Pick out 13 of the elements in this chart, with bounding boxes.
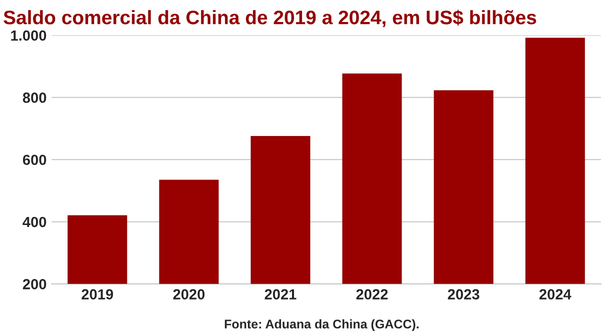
y-tick-label: 400 [22,216,46,228]
x-tick-label: 2020 [173,289,205,300]
y-tick-label: 1.000 [11,30,46,41]
y-tick-label: 200 [22,279,46,290]
y-tick-label: 800 [22,92,46,103]
x-tick-label: 2019 [82,289,114,300]
x-tick-label: 2023 [448,289,480,300]
chart-title: Saldo comercial da China de 2019 a 2024, em US$ bilhões [4,10,536,28]
y-tick-label: 600 [22,154,46,166]
x-tick-label: 2024 [539,289,572,300]
x-tick-label: 2022 [356,289,388,300]
source-note: Fonte: Aduana da China (GACC). [224,319,419,331]
x-tick-label: 2021 [264,289,296,300]
